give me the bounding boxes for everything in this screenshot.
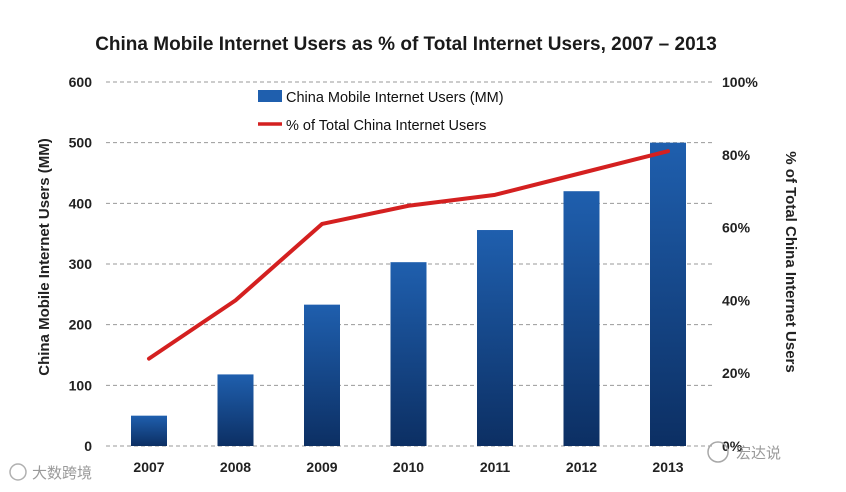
x-tick-label: 2010	[393, 459, 424, 475]
y-tick-label: 400	[69, 195, 93, 211]
legend-bar-swatch	[258, 90, 282, 102]
y2-tick-label: 80%	[722, 147, 751, 163]
legend-line-label: % of Total China Internet Users	[286, 118, 486, 134]
bar-series	[131, 142, 686, 446]
legend-bar-label: China Mobile Internet Users (MM)	[286, 90, 504, 106]
x-axis-ticks: 2007 2008 2009 2010 2011 2012 2013	[133, 459, 683, 475]
bar	[304, 304, 340, 446]
watermark-right-text: 宏达说	[736, 445, 781, 462]
y2-tick-label: 20%	[722, 365, 751, 381]
bar	[131, 415, 167, 446]
y-tick-label: 500	[69, 135, 93, 151]
percent-line	[147, 149, 670, 361]
y-tick-label: 300	[69, 256, 93, 272]
y-tick-label: 600	[69, 74, 93, 90]
watermark-left: 大数跨境	[9, 463, 92, 482]
bar	[650, 142, 686, 446]
watermark-right: 宏达说	[707, 441, 781, 463]
y2-axis-label: % of Total China Internet Users	[782, 151, 799, 372]
wechat-icon	[707, 441, 729, 463]
watermark-logo-icon	[9, 463, 27, 481]
y-tick-label: 100	[69, 377, 93, 393]
legend: China Mobile Internet Users (MM) % of To…	[258, 90, 504, 134]
y2-tick-label: 60%	[722, 220, 751, 236]
y-tick-label: 200	[69, 317, 93, 333]
right-axis-ticks: 0%20%40%60%80%100%	[722, 74, 758, 454]
y2-tick-label: 100%	[722, 74, 758, 90]
left-axis-ticks: 0 100 200 300 400 500 600	[69, 74, 93, 454]
x-tick-label: 2011	[480, 459, 511, 475]
x-tick-label: 2013	[652, 459, 683, 475]
x-tick-label: 2008	[220, 459, 251, 475]
x-tick-label: 2007	[133, 459, 164, 475]
x-tick-label: 2009	[306, 459, 337, 475]
y-axis-label: China Mobile Internet Users (MM)	[36, 138, 53, 376]
bar	[563, 191, 600, 446]
x-tick-label: 2012	[566, 459, 597, 475]
y2-tick-label: 40%	[722, 292, 751, 308]
chart-title: China Mobile Internet Users as % of Tota…	[95, 34, 717, 55]
watermark-left-text: 大数跨境	[32, 464, 92, 482]
line-series	[147, 149, 670, 361]
bar	[477, 230, 513, 446]
bar	[390, 262, 427, 446]
y-tick-label: 0	[84, 438, 92, 454]
bar	[217, 374, 254, 446]
